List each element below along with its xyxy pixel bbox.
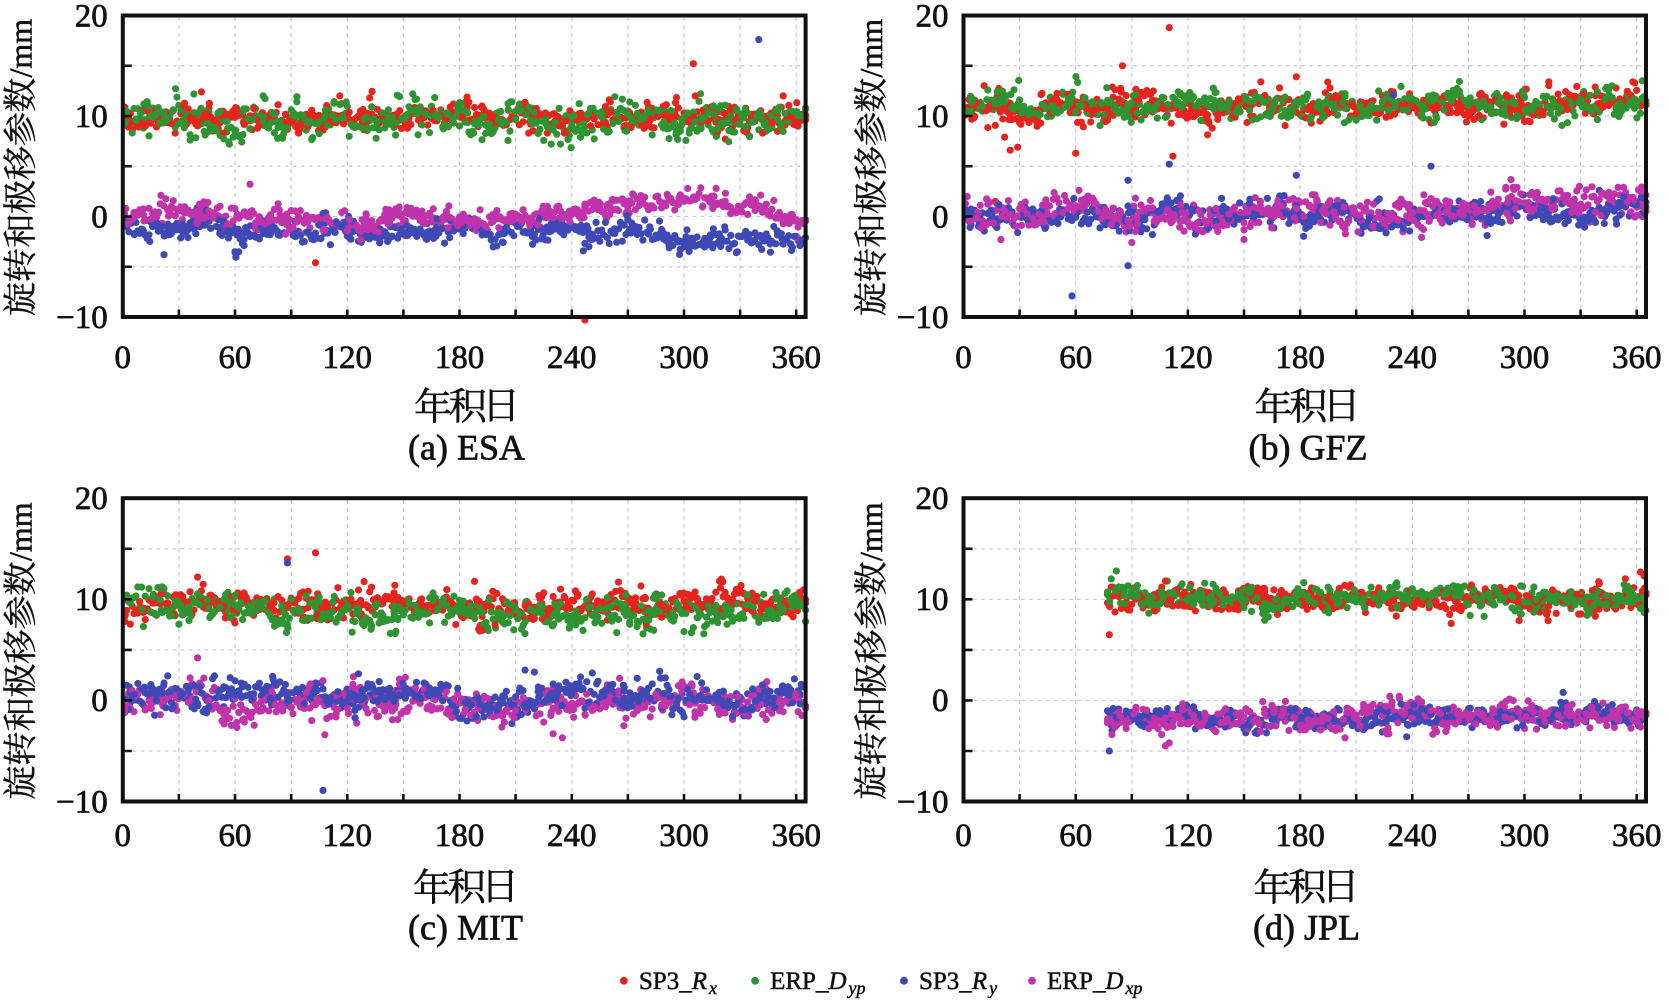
svg-text:120: 120	[323, 818, 373, 854]
svg-text:10: 10	[75, 582, 108, 618]
svg-text:0: 0	[932, 683, 949, 719]
svg-text:20: 20	[75, 0, 108, 34]
svg-text:0: 0	[115, 340, 132, 376]
svg-text:240: 240	[1388, 818, 1438, 854]
svg-text:0: 0	[91, 199, 108, 235]
svg-text:0: 0	[932, 199, 949, 235]
svg-text:0: 0	[115, 818, 132, 854]
svg-text:180: 180	[1275, 340, 1325, 376]
svg-text:0: 0	[955, 818, 972, 854]
svg-text:60: 60	[1059, 818, 1092, 854]
svg-text:10: 10	[916, 582, 949, 618]
svg-text:300: 300	[659, 818, 709, 854]
svg-text:180: 180	[435, 340, 485, 376]
svg-text:300: 300	[1500, 340, 1550, 376]
svg-text:/mm: /mm	[3, 502, 39, 561]
svg-text:120: 120	[323, 340, 373, 376]
svg-text:−10: −10	[897, 300, 949, 336]
svg-text:180: 180	[1275, 818, 1325, 854]
svg-text:360: 360	[1612, 818, 1662, 854]
svg-text:SP3_Rx: SP3_R x	[639, 968, 717, 998]
svg-text:−10: −10	[56, 300, 108, 336]
svg-text:(d) JPL: (d) JPL	[1253, 908, 1360, 948]
svg-text:10: 10	[75, 99, 108, 135]
svg-text:20: 20	[916, 0, 949, 34]
svg-text:0: 0	[955, 340, 972, 376]
svg-text:180: 180	[435, 818, 485, 854]
svg-text:(a) ESA: (a) ESA	[408, 428, 525, 468]
svg-text:−10: −10	[56, 784, 108, 820]
svg-text:240: 240	[547, 818, 597, 854]
svg-text:SP3_Ry: SP3_R y	[919, 968, 997, 998]
svg-text:(c) MIT: (c) MIT	[408, 908, 523, 948]
svg-text:120: 120	[1163, 818, 1213, 854]
svg-text:120: 120	[1163, 340, 1213, 376]
svg-text:/mm: /mm	[853, 19, 889, 78]
svg-text:360: 360	[771, 340, 821, 376]
svg-text:60: 60	[219, 340, 252, 376]
svg-text:240: 240	[1388, 340, 1438, 376]
svg-text:−10: −10	[897, 784, 949, 820]
svg-text:240: 240	[547, 340, 597, 376]
svg-text:0: 0	[91, 683, 108, 719]
svg-text:(b) GFZ: (b) GFZ	[1249, 428, 1368, 468]
svg-text:360: 360	[1612, 340, 1662, 376]
svg-text:300: 300	[1500, 818, 1550, 854]
svg-text:360: 360	[771, 818, 821, 854]
svg-text:300: 300	[659, 340, 709, 376]
svg-text:/mm: /mm	[853, 502, 889, 561]
svg-text:60: 60	[1059, 340, 1092, 376]
svg-text:20: 20	[916, 481, 949, 517]
svg-text:60: 60	[219, 818, 252, 854]
svg-text:10: 10	[916, 99, 949, 135]
svg-text:20: 20	[75, 481, 108, 517]
svg-text:/mm: /mm	[3, 19, 39, 78]
